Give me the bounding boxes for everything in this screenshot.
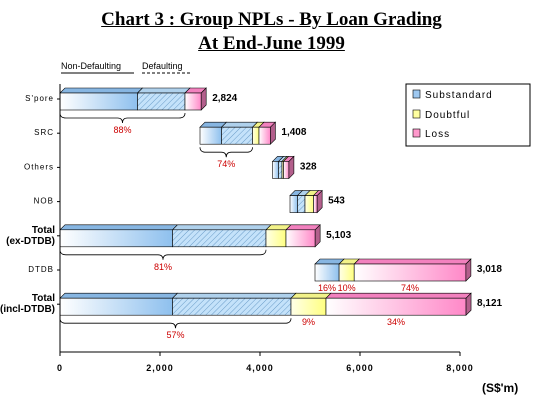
bar-side-others	[288, 155, 295, 180]
legend: Substandard Doubtful Loss	[405, 83, 531, 147]
total-label-total-incl-dtdb: 8,121	[477, 298, 502, 309]
category-label-s-pore: S'pore	[25, 94, 54, 103]
bar-side-total-incl-dtdb	[465, 292, 472, 316]
bar-side-nob	[316, 189, 323, 214]
bar-nob-defaulting-substandard	[297, 195, 306, 213]
bar-top-total-ex-dtdb-non-defaulting-substandard	[59, 224, 179, 231]
category-label-total-ex-dtdb-line1: Total	[32, 225, 55, 236]
category-label-dtdb: DTDB	[28, 265, 54, 274]
bar-nob-loss	[313, 195, 318, 213]
category-label-total-incl-dtdb-line2: (incl-DTDB)	[0, 304, 55, 315]
legend-box	[405, 83, 531, 147]
bar-top-total-incl-dtdb-loss	[325, 292, 472, 299]
legend-label-loss: Loss	[425, 129, 450, 140]
bar-dtdb-doubtful	[338, 263, 355, 282]
brace-pct-s-pore: 88%	[113, 125, 131, 135]
x-tick-label: 8,000	[446, 363, 474, 373]
bar-side-src	[270, 121, 276, 145]
bar-top-dtdb-loss	[353, 258, 472, 265]
bar-src-doubtful	[252, 126, 260, 145]
x-tick-label: 0	[57, 363, 63, 373]
brace-total-incl-dtdb	[59, 318, 292, 329]
bar-top-total-ex-dtdb-loss	[285, 224, 321, 231]
bar-side-dtdb	[465, 258, 472, 282]
bar-top-total-incl-dtdb-non-defaulting-substandard	[59, 292, 179, 299]
total-label-src: 1,408	[281, 127, 306, 138]
non-defaulting-label: Non-Defaulting	[61, 61, 121, 71]
brace-s-pore	[59, 112, 186, 124]
total-label-others: 328	[300, 161, 317, 172]
bar-total-incl-dtdb-defaulting-substandard	[172, 297, 292, 316]
bar-total-incl-dtdb-loss	[325, 297, 467, 316]
x-tick-label: 2,000	[146, 363, 174, 373]
bar-side-total-ex-dtdb	[314, 224, 321, 248]
bar-s-pore-loss	[184, 92, 202, 111]
bar-src-loss	[258, 126, 271, 145]
total-label-dtdb: 3,018	[477, 264, 502, 275]
brace-pct-total-ex-dtdb: 81%	[154, 262, 172, 272]
category-label-others: Others	[24, 162, 54, 171]
brace-src	[199, 147, 253, 158]
units-label: (S$'m)	[482, 381, 518, 395]
bar-top-src-defaulting-substandard	[220, 121, 259, 128]
bar-src-non-defaulting-substandard	[199, 126, 222, 145]
legend-swatch-doubtful	[412, 109, 421, 119]
category-label-nob: NOB	[34, 197, 54, 206]
chart-title-line2: At End-June 1999	[198, 33, 345, 54]
bar-src-defaulting-substandard	[221, 126, 253, 145]
bar-dtdb-loss	[353, 263, 467, 282]
segment-pct-total-incl-dtdb-doubtful: 9%	[302, 317, 315, 327]
legend-swatch-substandard	[412, 89, 421, 99]
x-tick-label: 4,000	[246, 363, 274, 373]
segment-pct-dtdb-loss: 74%	[401, 283, 419, 293]
bar-total-ex-dtdb-non-defaulting-substandard	[59, 229, 173, 248]
total-label-total-ex-dtdb: 5,103	[326, 230, 351, 241]
bar-total-ex-dtdb-loss	[285, 229, 316, 248]
brace-total-ex-dtdb	[59, 249, 267, 260]
category-label-total-ex-dtdb-line2: (ex-DTDB)	[6, 236, 55, 247]
bar-dtdb-non-defaulting-substandard	[314, 263, 340, 282]
legend-label-doubtful: Doubtful	[425, 110, 470, 121]
brace-pct-src: 74%	[217, 159, 235, 169]
category-label-total-incl-dtdb-line1: Total	[32, 293, 55, 304]
category-label-src: SRC	[34, 128, 54, 137]
bar-others-non-defaulting-substandard	[272, 161, 279, 179]
bar-side-s-pore	[200, 87, 207, 111]
defaulting-label: Defaulting	[142, 61, 183, 71]
brace-pct-total-incl-dtdb: 57%	[166, 330, 184, 340]
chart-title-line1: Chart 3 : Group NPLs - By Loan Grading	[101, 9, 442, 30]
bar-others-loss	[283, 161, 290, 179]
bar-total-ex-dtdb-doubtful	[265, 229, 287, 248]
bar-s-pore-defaulting-substandard	[137, 92, 186, 111]
bar-nob-doubtful	[304, 195, 314, 213]
bar-top-s-pore-defaulting-substandard	[136, 87, 191, 94]
bar-top-total-ex-dtdb-defaulting-substandard	[171, 224, 272, 231]
bar-nob-non-defaulting-substandard	[289, 195, 298, 213]
bar-top-total-incl-dtdb-doubtful	[290, 292, 332, 299]
bar-top-s-pore-non-defaulting-substandard	[59, 87, 144, 94]
segment-pct-total-incl-dtdb-loss: 34%	[387, 317, 405, 327]
legend-swatch-loss	[412, 128, 421, 138]
bar-total-incl-dtdb-non-defaulting-substandard	[59, 297, 173, 316]
bar-s-pore-non-defaulting-substandard	[59, 92, 138, 111]
x-tick-label: 6,000	[346, 363, 374, 373]
total-label-nob: 543	[328, 196, 345, 207]
total-label-s-pore: 2,824	[212, 93, 237, 104]
segment-pct-dtdb-non-defaulting-substandard: 16%	[318, 283, 336, 293]
bar-others-defaulting-substandard	[278, 161, 283, 179]
x-axis: S'poreSRCOthersNOBTotal(ex-DTDB)DTDBTota…	[0, 84, 474, 373]
bar-total-incl-dtdb-doubtful	[290, 297, 327, 316]
bar-total-ex-dtdb-defaulting-substandard	[172, 229, 267, 248]
legend-label-substandard: Substandard	[425, 90, 493, 101]
bar-top-total-incl-dtdb-defaulting-substandard	[171, 292, 297, 299]
segment-pct-dtdb-doubtful: 10%	[338, 283, 356, 293]
